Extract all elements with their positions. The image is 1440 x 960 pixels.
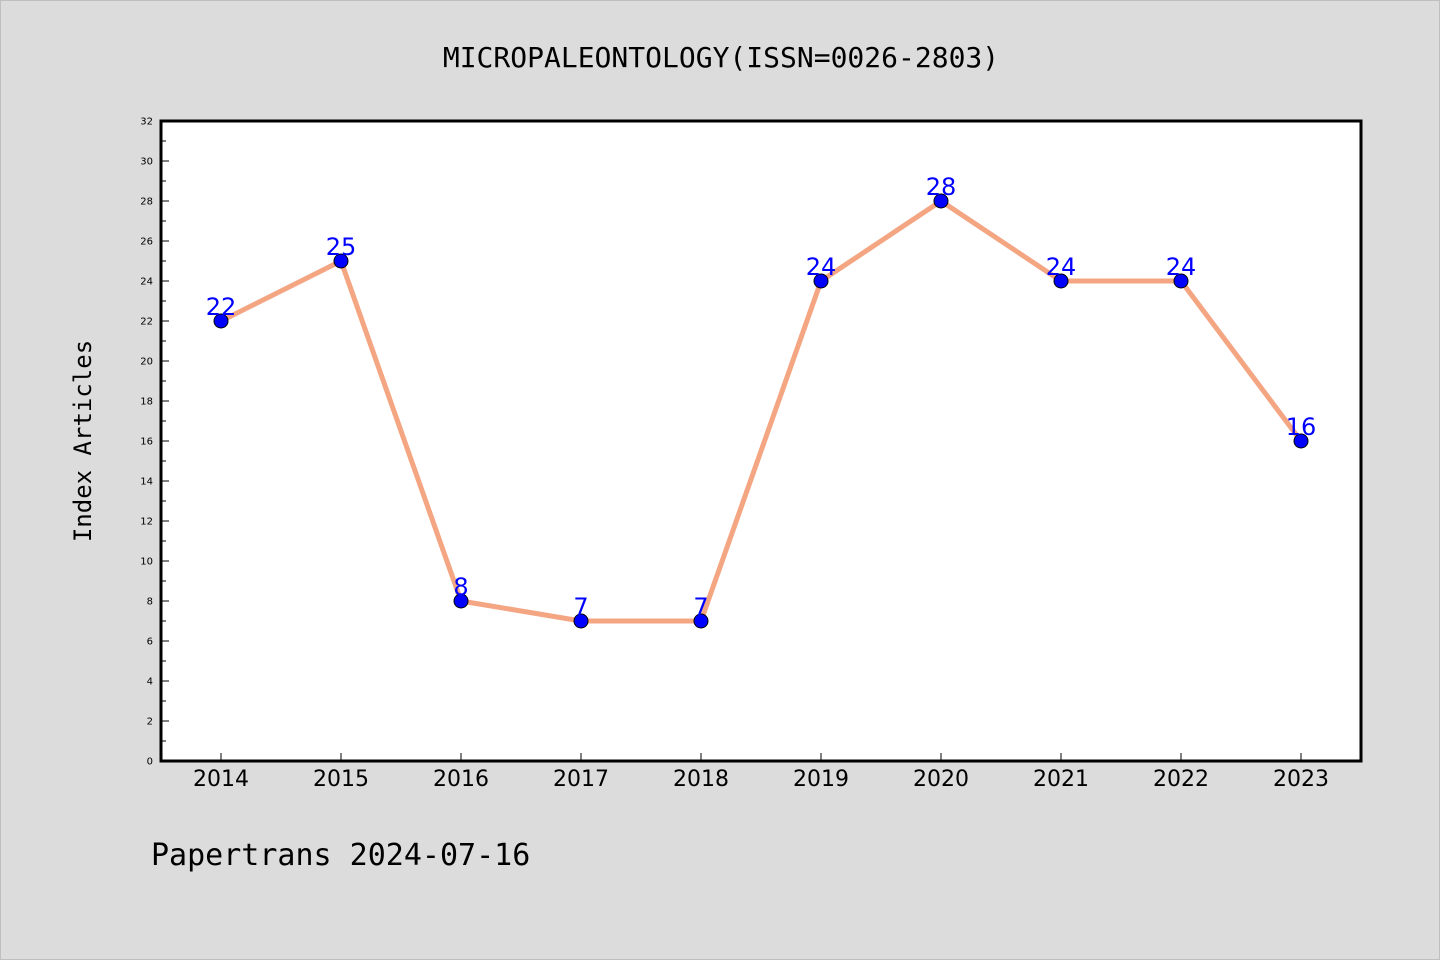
x-tick-label: 2023	[1273, 767, 1329, 792]
x-tick-label: 2015	[313, 767, 369, 792]
y-tick-label: 32	[140, 117, 153, 128]
data-label-group: 22 25 8 7 7 24 28 24 24 16	[206, 173, 1317, 621]
chart-title: MICROPALEONTOLOGY(ISSN=0026-2803)	[443, 41, 999, 74]
footer-text: Papertrans 2024-07-16	[151, 838, 530, 873]
data-label: 24	[1046, 253, 1077, 281]
data-point	[1173, 273, 1189, 289]
y-tick-label: 20	[140, 357, 153, 368]
y-tick-label: 18	[140, 397, 153, 408]
y-tick-label: 6	[147, 637, 153, 648]
data-point	[333, 253, 349, 269]
y-tick-label: 28	[140, 197, 153, 208]
series-point-group	[213, 193, 1309, 629]
x-tick-label: 2017	[553, 767, 609, 792]
data-point	[453, 593, 469, 609]
y-tick-label: 26	[140, 237, 153, 248]
y-tick-label: 12	[140, 517, 153, 528]
x-tick-label: 2016	[433, 767, 489, 792]
y-tick-label: 2	[147, 717, 153, 728]
series-line	[218, 198, 1304, 624]
y-tick-label: 16	[140, 437, 153, 448]
y-tick-label: 30	[140, 157, 153, 168]
plot-area	[159, 119, 1363, 763]
data-point	[213, 313, 229, 329]
y-tick-label: 4	[147, 677, 153, 688]
data-point	[693, 613, 709, 629]
y-tick-label: 24	[140, 277, 153, 288]
data-point	[573, 613, 589, 629]
data-label: 7	[573, 593, 588, 621]
y-tick-label: 10	[140, 557, 153, 568]
x-tick-label: 2019	[793, 767, 849, 792]
y-tick-label: 0	[147, 757, 153, 768]
data-point	[813, 273, 829, 289]
data-label: 8	[453, 573, 468, 601]
x-axis: 2014 2015 2016 2017 2018 2019 2020 2021 2022 2023	[193, 753, 1329, 792]
y-tick-label: 8	[147, 597, 153, 608]
x-tick-label: 2021	[1033, 767, 1089, 792]
data-point	[1293, 433, 1309, 449]
x-tick-label: 2022	[1153, 767, 1209, 792]
y-tick-label: 22	[140, 317, 153, 328]
series-line-group	[218, 198, 1304, 624]
data-label: 25	[326, 233, 357, 261]
y-axis-label: Index Articles	[69, 340, 97, 542]
x-tick-label: 2014	[193, 767, 249, 792]
data-label: 24	[1166, 253, 1197, 281]
x-tick-label: 2018	[673, 767, 729, 792]
data-label: 24	[806, 253, 837, 281]
data-point	[1053, 273, 1069, 289]
y-tick-label: 14	[140, 477, 153, 488]
x-tick-label: 2020	[913, 767, 969, 792]
data-label: 28	[926, 173, 957, 201]
data-label: 7	[693, 593, 708, 621]
data-label: 22	[206, 293, 237, 321]
data-label: 16	[1286, 413, 1317, 441]
data-point	[933, 193, 949, 209]
